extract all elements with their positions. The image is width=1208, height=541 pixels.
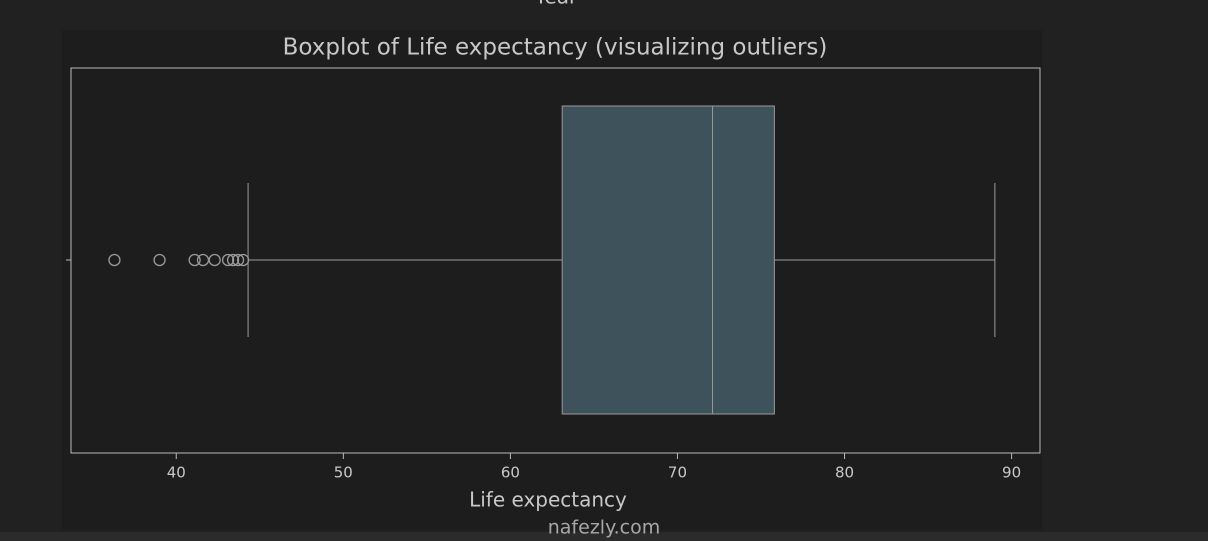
watermark: nafezly.com xyxy=(548,517,660,539)
outlier xyxy=(208,253,221,267)
chart-title: Boxplot of Life expectancy (visualizing … xyxy=(283,35,828,61)
box xyxy=(561,105,775,415)
x-tick-label: 70 xyxy=(668,464,687,482)
x-tick-label: 80 xyxy=(835,464,854,482)
figure-background xyxy=(62,30,1042,530)
bottom-strip xyxy=(0,532,1208,541)
x-tick-label: 40 xyxy=(167,464,186,482)
x-tick-label: 50 xyxy=(334,464,353,482)
outlier xyxy=(196,253,210,267)
outlier xyxy=(221,253,235,267)
outlier xyxy=(153,253,166,267)
outlier xyxy=(226,253,240,267)
x-axis-label: Life expectancy xyxy=(469,488,627,512)
x-tick-label: 60 xyxy=(501,464,520,482)
outlier xyxy=(108,253,121,267)
outlier xyxy=(231,253,245,267)
outlier xyxy=(188,253,201,267)
x-tick-label: 90 xyxy=(1002,464,1021,482)
cropped-text: Year xyxy=(534,0,578,9)
outlier xyxy=(236,253,250,267)
